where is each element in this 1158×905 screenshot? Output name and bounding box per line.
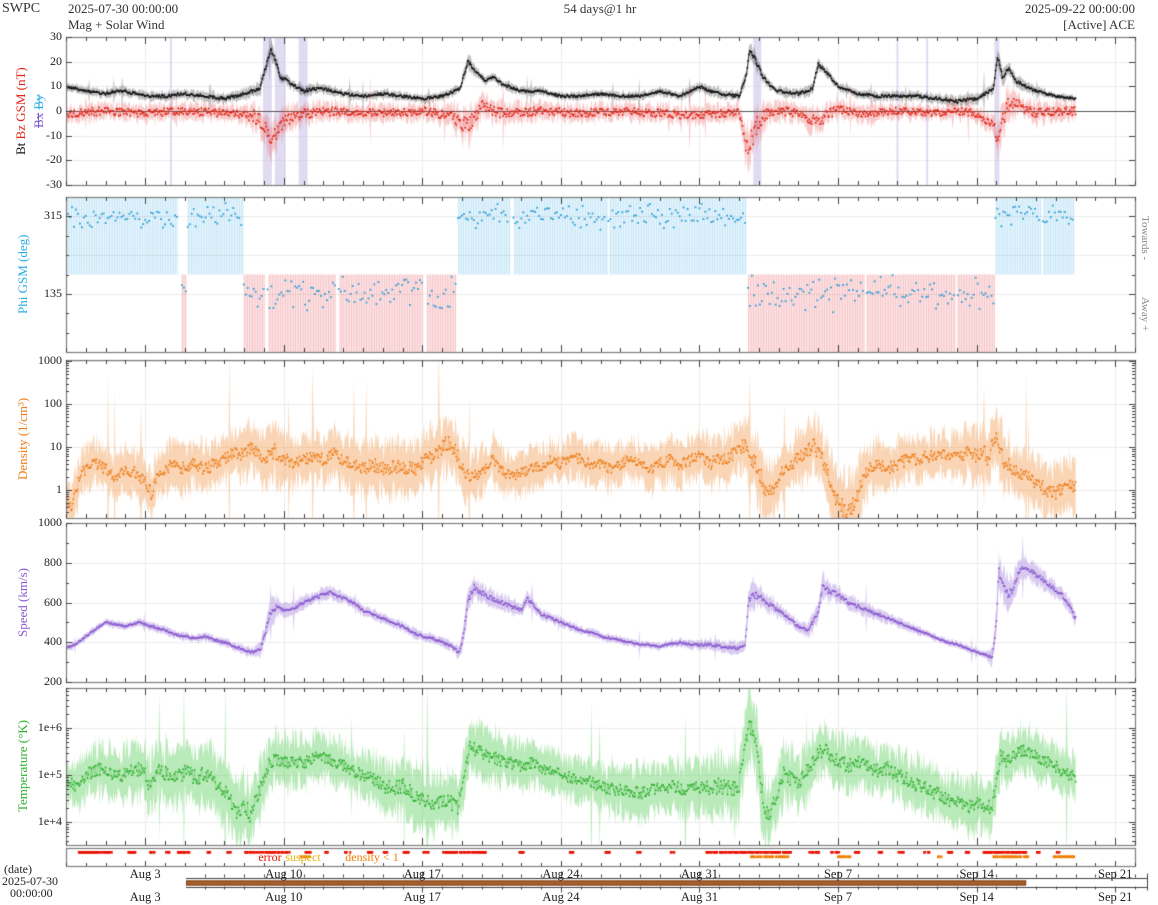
y-tick-label: 800 <box>44 554 62 569</box>
span-label: 54 days@1 hr <box>563 1 637 16</box>
away-label: Away + <box>1139 296 1151 332</box>
y-tick-label: -10 <box>46 127 62 142</box>
source-label: [Active] ACE <box>1063 17 1135 32</box>
x-date-label-row1: Sep 7 <box>823 867 853 881</box>
y-tick-label: 0 <box>56 103 62 117</box>
flag-suspect-label: suspect <box>285 850 321 864</box>
x-date-label-row1: Aug 24 <box>542 867 580 881</box>
agency-logo-text: SWPC <box>2 1 41 16</box>
x-date-label-row1: Aug 17 <box>403 867 441 881</box>
y-tick-label: 1e+4 <box>37 813 62 828</box>
flag-error-label: error <box>258 850 282 864</box>
y-tick-label: 400 <box>44 634 62 649</box>
date-axis-start-time: 00:00:00 <box>10 886 53 900</box>
x-date-label-row1: Sep 14 <box>959 867 994 881</box>
x-date-label-row2: Aug 24 <box>542 890 580 904</box>
y-tick-label: -30 <box>46 177 62 191</box>
y-tick-label: 1000 <box>38 515 62 529</box>
x-date-label-row1: Aug 10 <box>265 867 303 881</box>
x-date-label-row2: Aug 10 <box>265 890 303 904</box>
y-tick-label: 1e+6 <box>37 719 62 734</box>
x-date-label-row1: Aug 31 <box>680 867 719 881</box>
x-date-label-row2: Sep 21 <box>1098 890 1133 904</box>
x-date-label-row1: Aug 3 <box>129 867 161 881</box>
y-tick-label: 200 <box>44 674 62 688</box>
y-tick-label: 315 <box>44 208 62 223</box>
x-date-label-row2: Sep 14 <box>959 890 994 904</box>
start-datetime: 2025-07-30 00:00:00 <box>68 1 179 16</box>
y-tick-label: 100 <box>44 396 62 411</box>
x-date-label-row2: Sep 7 <box>823 890 853 904</box>
x-date-label-row2: Aug 17 <box>403 890 441 904</box>
plot-subtitle: Mag + Solar Wind <box>68 17 165 32</box>
y-tick-label: 135 <box>44 285 62 300</box>
y-tick-label: 10 <box>50 438 62 453</box>
x-date-label-row1: Sep 21 <box>1098 867 1133 881</box>
y-tick-label: -20 <box>46 152 62 167</box>
flag-density-label: density < 1 <box>345 850 399 864</box>
towards-label: Towards - <box>1139 215 1151 261</box>
y-tick-label: 10 <box>50 78 62 93</box>
date-axis-start-date: 2025-07-30 <box>2 874 58 888</box>
y-tick-label: 20 <box>50 53 62 68</box>
y-tick-label: 600 <box>44 594 62 609</box>
y-tick-label: 1e+5 <box>37 766 62 781</box>
y-tick-label: 1000 <box>38 353 62 368</box>
x-date-label-row2: Aug 31 <box>680 890 719 904</box>
date-axis-caption: (date) <box>4 862 32 876</box>
y-tick-label: 1 <box>56 481 62 496</box>
y-tick-label: 30 <box>50 29 62 43</box>
end-datetime: 2025-09-22 00:00:00 <box>1024 1 1135 16</box>
x-date-label-row2: Aug 3 <box>129 890 161 904</box>
